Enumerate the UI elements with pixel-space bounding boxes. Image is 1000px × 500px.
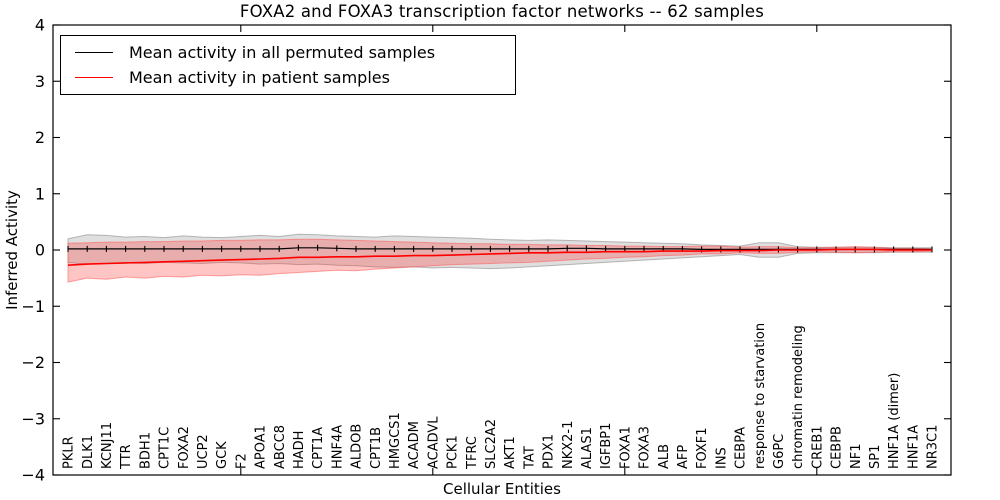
x-axis-label: Cellular Entities: [443, 480, 561, 498]
x-tick-label: G6PC: [772, 434, 787, 469]
x-tick-label: IGFBP1: [599, 423, 614, 469]
y-tick-label: 2: [35, 128, 45, 147]
x-tick-label: HADH: [292, 431, 307, 469]
x-tick-label: FOXA3: [638, 426, 653, 469]
chart-title: FOXA2 and FOXA3 transcription factor net…: [239, 2, 765, 21]
y-tick-label: 4: [35, 16, 45, 35]
y-tick-label: 3: [35, 72, 45, 91]
x-tick-label: AKT1: [503, 436, 518, 469]
x-tick-label: ABCC8: [273, 425, 288, 469]
x-tick-label: CEBPB: [830, 426, 845, 469]
y-tick-label: −3: [21, 409, 45, 428]
x-tick-label: HNF1A: [906, 425, 921, 469]
y-tick-label: −4: [21, 466, 45, 485]
x-tick-label: HNF4A: [330, 425, 345, 469]
x-tick-label: ACADM: [407, 421, 422, 469]
x-tick-label: CREB1: [810, 425, 825, 469]
x-tick-label: NKX2-1: [561, 421, 576, 469]
y-tick-label: −1: [21, 297, 45, 316]
x-tick-label: FOXA1: [618, 426, 633, 469]
y-axis: 4 3 2 1 0 −1 −2 −3 −4: [21, 16, 951, 485]
x-tick-label: ACADVL: [426, 416, 441, 469]
x-tick-label: PKLR: [62, 436, 77, 469]
y-axis-label: Inferred Activity: [3, 190, 21, 310]
x-tick-label: DLK1: [81, 435, 96, 469]
x-tick-label: F2: [234, 453, 249, 469]
x-tick-label: ALAS1: [580, 427, 595, 469]
legend: Mean activity in all permuted samples Me…: [60, 35, 516, 95]
x-tick-label: CPT1B: [369, 427, 384, 469]
x-tick-label: CEBPA: [734, 427, 749, 469]
x-tick-label: APOA1: [254, 425, 269, 469]
y-tick-label: −2: [21, 353, 45, 372]
legend-label-patient: Mean activity in patient samples: [129, 67, 390, 87]
x-axis: [240, 25, 818, 475]
x-tick-label: SLC2A2: [484, 419, 499, 469]
x-tick-label: AFP: [676, 445, 691, 469]
x-tick-label: BDH1: [138, 432, 153, 469]
x-tick-label: SP1: [868, 445, 883, 469]
x-tick-label: HMGCS1: [388, 412, 403, 469]
x-tick-label: CPT1A: [311, 427, 326, 469]
x-tick-label: KCNJ11: [100, 422, 115, 469]
x-tick-labels: PKLR DLK1 KCNJ11 TTR BDH1 CPT1C FOXA2 UCP2 GCK F2…: [62, 323, 941, 470]
legend-line-red: [75, 77, 113, 78]
x-tick-label: TFRC: [465, 436, 480, 470]
x-tick-label: HNF1A (dimer): [887, 373, 902, 469]
x-tick-label: NF1: [849, 444, 864, 469]
x-tick-label: TTR: [119, 444, 134, 470]
legend-entry-permuted: Mean activity in all permuted samples: [75, 42, 515, 62]
x-tick-label: FOXF1: [695, 427, 710, 469]
legend-line-black: [75, 52, 113, 53]
x-tick-label: INS: [714, 447, 729, 469]
x-tick-label: PDX1: [542, 434, 557, 469]
x-tick-label: FOXA2: [177, 426, 192, 469]
x-tick-label: chromatin remodeling: [791, 325, 806, 469]
x-tick-label: UCP2: [196, 434, 211, 469]
x-tick-label: GCK: [215, 441, 230, 469]
legend-label-permuted: Mean activity in all permuted samples: [129, 42, 436, 62]
patient-mean-line: [67, 248, 932, 266]
y-tick-label: 0: [35, 241, 45, 260]
y-tick-label: 1: [35, 184, 45, 203]
legend-entry-patient: Mean activity in patient samples: [75, 67, 515, 87]
x-tick-label: NR3C1: [926, 425, 941, 469]
x-tick-label: TAT: [522, 446, 537, 470]
x-tick-label: response to starvation: [753, 323, 768, 469]
x-tick-label: ALB: [657, 444, 672, 469]
x-tick-label: ALDOB: [350, 424, 365, 469]
x-tick-label: PCK1: [446, 435, 461, 469]
x-tick-label: CPT1C: [158, 427, 173, 469]
